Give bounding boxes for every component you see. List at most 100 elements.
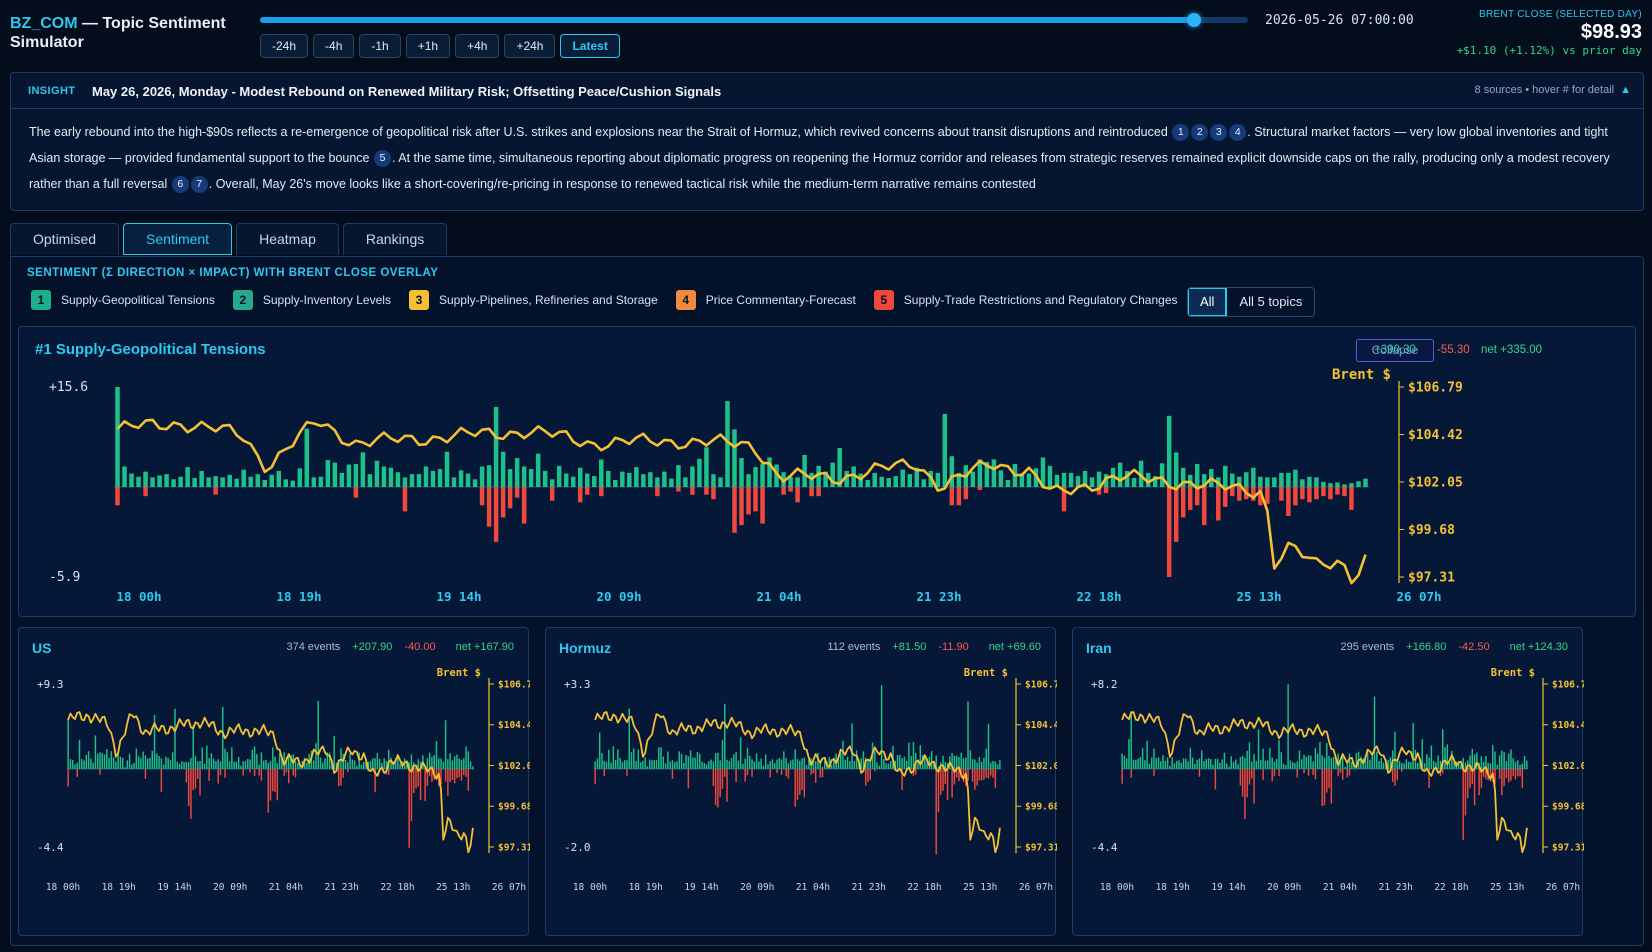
source-ref-5[interactable]: 5 (373, 150, 391, 167)
bar-positive (935, 472, 941, 487)
bar-positive (1207, 758, 1210, 769)
step-button-plus24h[interactable]: +24h (504, 34, 556, 58)
bar-positive (1314, 477, 1319, 487)
bar-positive (1523, 756, 1526, 769)
bar-negative (342, 769, 344, 778)
bar-negative (967, 769, 969, 781)
step-button-plus4h[interactable]: +4h (455, 34, 500, 58)
bar-positive (1144, 760, 1146, 769)
bar-positive (942, 755, 944, 769)
bar-negative (788, 487, 793, 492)
legend-topic-5[interactable]: 5 Supply-Trade Restrictions and Regulator… (873, 290, 1178, 310)
y-min-label: -4.4 (37, 841, 64, 854)
bar-negative (458, 769, 460, 778)
bar-positive (385, 761, 388, 769)
bar-negative (1314, 487, 1319, 500)
bar-positive (577, 467, 583, 487)
bar-positive (787, 763, 790, 769)
chevron-up-icon[interactable]: ▲ (1620, 84, 1631, 96)
topic-chart-card-us: US 374 events +207.90 -40.00 net +167.90 $106… (18, 627, 530, 936)
bar-negative (1328, 487, 1333, 500)
positive-bars (115, 387, 1368, 487)
tab-rankings[interactable]: Rankings (342, 223, 448, 255)
source-ref-2[interactable]: 2 (1191, 124, 1209, 141)
legend-topic-2[interactable]: 2 Supply-Inventory Levels (232, 290, 391, 310)
bar-negative (821, 769, 824, 778)
source-ref-3[interactable]: 3 (1210, 124, 1228, 141)
insight-header[interactable]: INSIGHT May 26, 2026, Monday - Modest Re… (11, 73, 1643, 109)
bar-positive (876, 762, 878, 769)
bar-negative (655, 487, 660, 497)
source-ref-7[interactable]: 7 (190, 176, 208, 193)
bar-positive (1482, 761, 1485, 769)
bar-positive (1376, 751, 1378, 769)
tab-heatmap[interactable]: Heatmap (236, 223, 339, 255)
bar-positive (297, 468, 303, 487)
bar-positive (213, 476, 218, 487)
bar-positive (733, 754, 735, 769)
bar-positive (1128, 739, 1130, 769)
source-ref-6[interactable]: 6 (171, 176, 189, 193)
brent-tick-label: $106.79 (1552, 679, 1584, 690)
legend-topic-3[interactable]: 3 Supply-Pipelines, Refineries and Storag… (408, 290, 658, 310)
bar-negative (451, 769, 454, 780)
bar-positive (347, 762, 349, 769)
bar-positive (753, 467, 758, 487)
bar-positive (174, 708, 176, 769)
bar-positive (381, 466, 387, 487)
bar-positive (1189, 747, 1192, 769)
bar-positive (1419, 762, 1421, 769)
bar-negative (751, 769, 753, 777)
source-ref-1[interactable]: 1 (1172, 124, 1190, 141)
timeline-slider[interactable] (260, 13, 1248, 27)
bar-positive (360, 764, 363, 769)
bar-positive (333, 735, 335, 769)
brent-axis-label: Brent $ (1332, 367, 1391, 383)
bar-positive (999, 759, 1001, 769)
bar-negative (1198, 769, 1201, 777)
tab-sentiment[interactable]: Sentiment (123, 223, 233, 255)
bar-positive (944, 761, 947, 769)
timeline-handle[interactable] (1186, 13, 1201, 27)
brent-axis-label: Brent $ (437, 667, 481, 679)
tab-optimised[interactable]: Optimised (10, 223, 120, 255)
bar-positive (833, 757, 835, 769)
step-button-minus4h[interactable]: -4h (313, 34, 355, 58)
bar-positive (1344, 767, 1346, 769)
y-max-label: +15.6 (49, 380, 88, 395)
bar-positive (1216, 758, 1219, 769)
step-button-plus1h[interactable]: +1h (405, 34, 451, 58)
bar-positive (140, 758, 142, 769)
filter-all-topics-button[interactable]: All 5 topics (1239, 294, 1303, 309)
filter-all-button[interactable]: All (1188, 288, 1228, 316)
collapse-button[interactable]: Collapse (1356, 339, 1434, 362)
bar-positive (958, 756, 960, 769)
bar-positive (1346, 763, 1348, 769)
bar-positive (767, 457, 772, 487)
bar-positive (1512, 758, 1514, 769)
bar-positive (1469, 755, 1471, 769)
bar-positive (235, 761, 238, 769)
step-button-minus24h[interactable]: -24h (260, 34, 309, 58)
bar-positive (360, 452, 366, 487)
legend-topic-4[interactable]: 4 Price Commentary-Forecast (675, 290, 856, 310)
bar-positive (108, 757, 110, 769)
bar-positive (1246, 750, 1248, 769)
step-button-latest[interactable]: Latest (560, 34, 620, 58)
bar-negative (940, 769, 942, 795)
source-ref-4[interactable]: 4 (1229, 124, 1247, 141)
bar-positive (1303, 754, 1305, 769)
bar-negative (1489, 769, 1492, 782)
x-tick-label: 25 13h (1236, 589, 1281, 604)
bar-positive (1164, 761, 1167, 769)
bar-positive (500, 451, 506, 487)
bar-positive (1464, 762, 1467, 769)
legend-topic-1[interactable]: 1 Supply-Geopolitical Tensions (31, 290, 215, 310)
bar-positive (67, 718, 69, 769)
bar-positive (1285, 765, 1287, 769)
bar-positive (1442, 729, 1444, 769)
bar-positive (1312, 761, 1314, 769)
bar-positive (1355, 752, 1358, 769)
brent-tick-label: $104.42 (1552, 720, 1584, 731)
step-button-minus1h[interactable]: -1h (359, 34, 401, 58)
